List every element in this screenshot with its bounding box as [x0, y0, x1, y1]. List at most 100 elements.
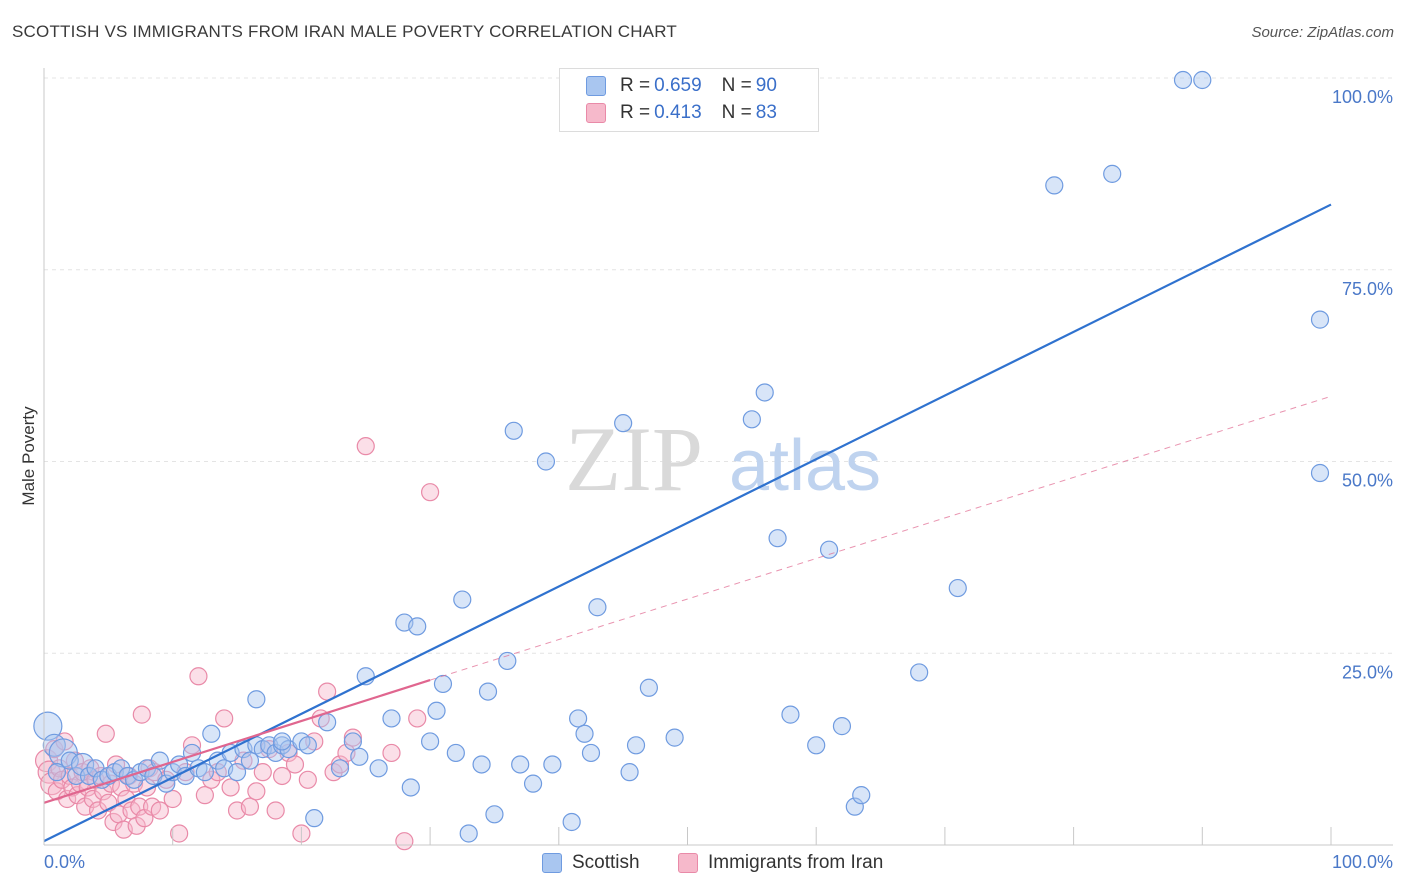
iran-trend-extension — [429, 395, 1332, 681]
iran-point — [240, 797, 260, 816]
iran-point — [247, 782, 266, 801]
scottish-point — [569, 709, 588, 728]
scottish-point — [485, 805, 504, 824]
iran-point — [215, 709, 234, 728]
scottish-point — [459, 824, 478, 843]
scottish-point — [948, 578, 967, 598]
scottish-point — [1045, 176, 1064, 195]
iran-point — [163, 789, 182, 809]
legend-item-iran[interactable]: Immigrants from Iran — [678, 852, 883, 874]
iran-point — [343, 728, 362, 747]
scottish-point — [768, 529, 787, 548]
iran-point — [182, 736, 202, 755]
iran-point — [130, 797, 149, 816]
iran-point — [34, 749, 59, 773]
scottish-point — [272, 732, 292, 751]
scottish-point — [543, 755, 562, 774]
scottish-point — [588, 598, 607, 617]
scottish-point — [446, 743, 465, 763]
legend-row-scottish: R = 0.659 N = 90 — [586, 73, 777, 99]
scottish-point — [421, 732, 440, 751]
y-tick-label: 75.0% — [1342, 279, 1393, 299]
n-label: N = — [721, 102, 752, 123]
legend-label-iran: Immigrants from Iran — [708, 852, 884, 873]
scottish-point — [562, 812, 581, 832]
iran-point — [266, 801, 285, 820]
source-label: Source: ZipAtlas.com — [1251, 24, 1394, 41]
iran-point — [253, 763, 272, 782]
iran-point — [330, 755, 350, 774]
scottish-point — [1193, 70, 1212, 90]
scottish-point — [350, 747, 369, 766]
legend-swatch-scottish — [542, 853, 562, 873]
iran-point — [45, 740, 64, 759]
scottish-point — [781, 705, 800, 724]
legend-item-scottish[interactable]: Scottish — [542, 852, 640, 874]
iran-point — [395, 832, 414, 851]
scottish-point — [575, 724, 594, 743]
scottish-point — [330, 759, 350, 778]
iran-point — [150, 801, 169, 820]
n-label: N = — [721, 75, 752, 96]
iran-point — [96, 724, 115, 743]
chart-title: SCOTTISH VS IMMIGRANTS FROM IRAN MALE PO… — [12, 22, 677, 41]
scottish-point — [819, 540, 839, 559]
scottish-point — [240, 751, 260, 770]
scottish-point — [71, 752, 95, 777]
scottish-point — [67, 766, 86, 786]
iran-point — [408, 709, 427, 728]
scottish-point — [227, 763, 247, 782]
iran-point — [127, 816, 146, 835]
scottish-point — [47, 763, 66, 782]
y-tick-label: 25.0% — [1342, 662, 1393, 682]
scottish-point — [1310, 310, 1330, 329]
scottish-point — [247, 690, 266, 709]
iran-point — [195, 786, 214, 805]
scottish-point — [298, 736, 317, 755]
scottish-point — [639, 678, 658, 697]
scottish-point — [511, 755, 530, 774]
scottish-point — [408, 617, 427, 636]
scottish-point — [382, 709, 401, 728]
r-label: R = — [620, 102, 651, 123]
iran-point — [221, 778, 240, 797]
scottish-point — [33, 711, 63, 741]
scottish-point — [343, 732, 362, 751]
iran-point — [356, 437, 375, 456]
scottish-point — [472, 755, 491, 774]
scottish-point — [581, 743, 601, 763]
r-label: R = — [620, 75, 651, 96]
scottish-point — [369, 759, 388, 778]
iran-point — [81, 759, 100, 778]
iran-point — [382, 743, 401, 763]
iran-point — [170, 824, 189, 843]
scottish-point — [453, 590, 472, 609]
scottish-point — [523, 774, 543, 793]
scottish-point — [614, 414, 633, 433]
scottish-point — [427, 701, 446, 720]
scottish-point — [202, 724, 221, 743]
scottish-point — [536, 452, 556, 471]
scottish-point — [845, 797, 864, 816]
iran-trend-line — [43, 679, 431, 804]
scottish-point — [620, 763, 639, 782]
scottish-point — [755, 383, 774, 402]
scottish-point — [665, 728, 684, 747]
scottish-point — [401, 778, 420, 797]
axis-layer: 25.0% 50.0% 75.0% 100.0% 0.0% 100.0% Male Pove… — [19, 68, 1393, 872]
scottish-point — [852, 786, 871, 805]
grid-layer — [44, 77, 1393, 654]
legend-swatch-scottish — [586, 76, 606, 96]
iran-point — [285, 755, 305, 774]
iran-point — [132, 705, 151, 724]
scottish-point — [478, 682, 498, 701]
watermark-zip: ZIP — [565, 408, 703, 510]
scottish-point — [433, 674, 453, 694]
series-legend: Scottish Immigrants from Iran — [0, 852, 1406, 878]
scottish-trend-line — [43, 203, 1332, 843]
correlation-legend: R = 0.659 N = 90 R = 0.413 N = 83 — [559, 68, 819, 132]
scottish-point — [498, 651, 517, 671]
n-value-iran: 83 — [755, 102, 777, 123]
scottish-point — [626, 736, 646, 755]
